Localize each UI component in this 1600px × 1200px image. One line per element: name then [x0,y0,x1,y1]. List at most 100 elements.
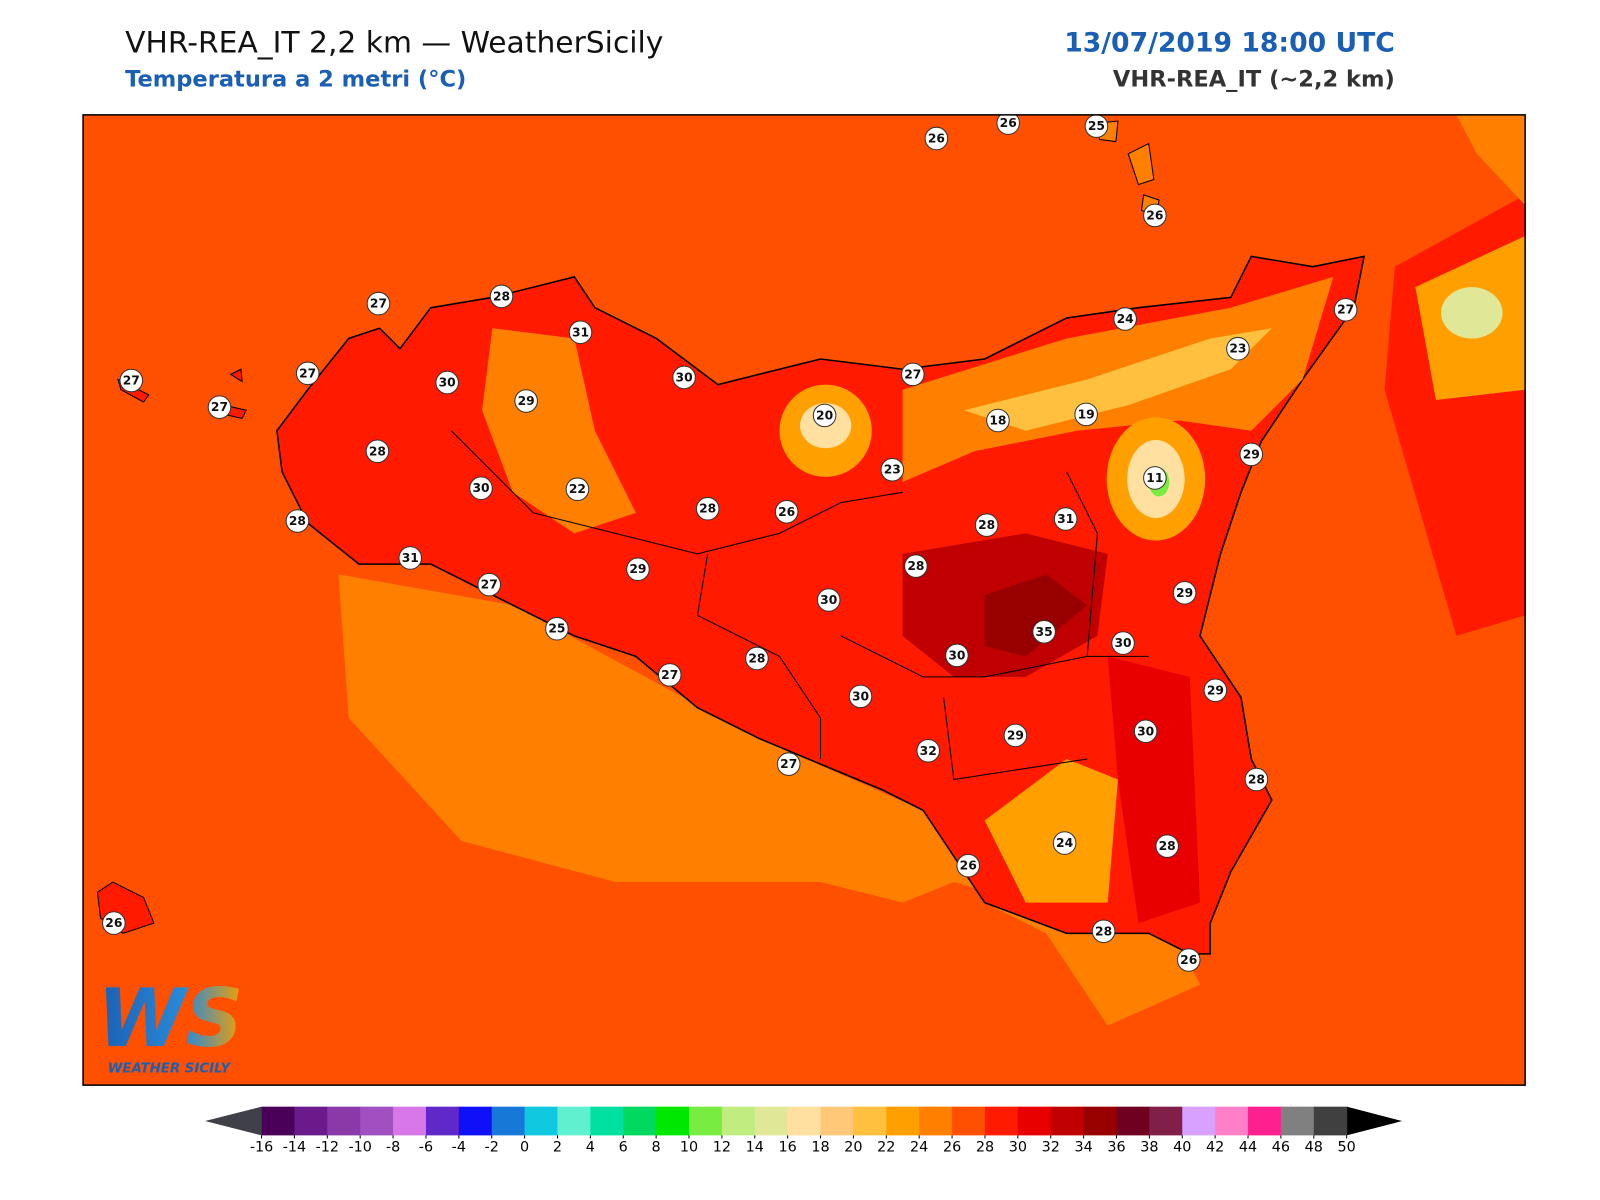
colorbar-tick-label: -12 [316,1140,339,1156]
colorbar-tick-label: 28 [976,1140,994,1156]
station-value: 28 [1095,924,1112,938]
station-marker [1155,834,1179,858]
southeast-hot [1107,656,1200,924]
colorbar-tick-label: 26 [943,1140,961,1156]
station-value: 20 [816,408,833,422]
station-value: 27 [370,297,387,311]
station-value: 26 [928,131,945,145]
colorbar-tick-label: 36 [1107,1140,1125,1156]
station-value: 28 [493,289,510,303]
station-marker [657,663,682,687]
colorbar-tick-label: 0 [520,1140,529,1156]
station: 11 [1143,466,1167,490]
station: 30 [1133,719,1158,744]
station-value: 30 [948,648,965,662]
station: 31 [568,320,593,345]
colorbar-segment [787,1106,822,1136]
station-value: 24 [1056,836,1073,850]
colorbar-segment [623,1106,657,1136]
station: 27 [901,362,925,387]
colorbar-segment [689,1106,723,1136]
station-value: 29 [1207,683,1224,697]
station-value: 24 [1117,312,1134,326]
station-marker [774,500,799,524]
colorbar-tick-label: 40 [1173,1140,1191,1156]
station-marker [1244,767,1269,792]
colorbar-tick-label: 48 [1305,1140,1323,1156]
station-value: 28 [748,651,765,665]
station-value: 28 [1248,772,1265,786]
station-value: 27 [481,578,498,592]
station-marker [477,572,502,597]
colorbar-segment [458,1106,493,1136]
station-value: 28 [978,518,995,532]
station-marker [1084,114,1109,138]
station: 28 [365,439,390,464]
station-marker [816,588,841,612]
colorbar-tick-label: 6 [619,1140,628,1156]
station: 28 [974,513,999,537]
colorbar-tick-label: 2 [553,1140,562,1156]
station: 28 [904,554,928,578]
station-marker [672,365,696,390]
province-borders [450,430,1149,781]
station-marker [916,738,940,763]
station-marker [102,911,126,935]
colorbar-segment [1050,1106,1085,1136]
station: 26 [956,853,980,878]
station-value: 31 [1057,512,1074,526]
colorbar: -16 -14 -12 -10 -8 -6 -4 -2 0 2 4 6 8 10 12 14 16 18 20 22 2… [205,1106,1403,1156]
station-marker [695,496,720,521]
colorbar-segment [1248,1106,1282,1136]
station-marker [365,439,390,464]
station-value: 27 [211,400,228,414]
station-value: 29 [1007,728,1024,742]
colorbar-tick-label: 18 [811,1140,829,1156]
station-marker [1143,466,1167,490]
station-marker [1333,297,1358,322]
station-marker [956,853,980,878]
station-marker [565,477,590,502]
station: 23 [880,457,905,482]
station: 29 [1172,581,1197,605]
colorbar-segment [360,1106,394,1136]
station: 29 [1203,678,1228,703]
colorbar-tick-label: 38 [1140,1140,1158,1156]
station-marker [398,546,423,570]
hottest [984,574,1088,657]
colorbar-tick-label: -14 [283,1140,306,1156]
station: 30 [435,370,459,395]
station-marker [1113,307,1137,331]
colorbar-over [1346,1106,1403,1136]
station-value: 30 [676,370,693,384]
station-value: 29 [1243,447,1260,461]
colorbar-tick-label: 22 [877,1140,895,1156]
station: 26 [102,911,126,935]
station-value: 31 [572,325,589,339]
station-marker [1074,402,1098,427]
station-marker [880,457,905,482]
station: 32 [916,738,940,763]
colorbar-tick-label: 4 [586,1140,595,1156]
colorbar-segment [853,1106,887,1136]
calabria-tip [1456,114,1526,206]
station-marker [285,509,310,533]
stations: 26 26 25 26 27 28 31 27 24 23 27 27 30 30 27 27 29 20 18 19… [102,114,1358,972]
station: 27 [776,752,801,776]
station-value: 30 [1137,724,1154,738]
logo-mark: WS [97,972,243,1065]
station: 23 [1226,336,1250,361]
colorbar-segment [820,1106,854,1136]
station-value: 26 [778,505,795,519]
station-marker [848,684,873,709]
station-value: 27 [904,367,921,381]
station: 25 [1084,114,1109,138]
station-value: 26 [1000,116,1017,130]
station-value: 26 [1180,953,1197,967]
colorbar-tick-label: -2 [485,1140,499,1156]
station-value: 28 [699,502,716,516]
station-marker [996,114,1020,135]
station-marker [435,370,459,395]
station: 26 [1176,948,1201,972]
